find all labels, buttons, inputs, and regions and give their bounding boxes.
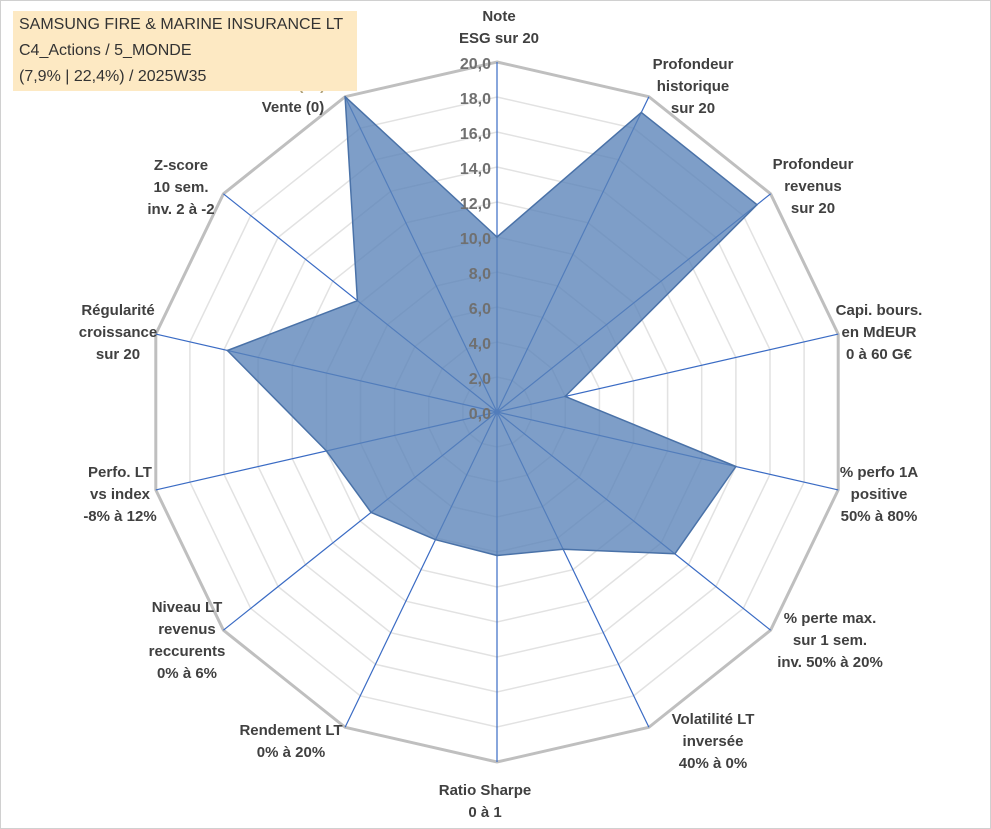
radial-tick-label: 0,0 (469, 406, 491, 423)
data-point (226, 349, 229, 352)
category-label: revenus (784, 178, 842, 195)
data-point (325, 450, 328, 452)
chart-subtitle-category: C4_Actions / 5_MONDE (19, 42, 192, 59)
category-label: historique (657, 78, 730, 95)
category-label: inv. 50% à 20% (777, 654, 883, 671)
category-label: Vente (0) (262, 99, 325, 116)
category-label: -8% à 12% (83, 508, 156, 525)
category-label: Profondeur (773, 156, 854, 173)
radial-tick-label: 8,0 (469, 266, 491, 283)
radial-tick-label: 4,0 (469, 336, 491, 353)
category-label: croissance (79, 324, 157, 341)
radial-tick-label: 16,0 (460, 126, 491, 143)
category-label: 0% à 6% (157, 665, 217, 682)
radial-tick-label: 10,0 (460, 231, 491, 248)
category-label: Note (482, 8, 515, 25)
data-point (564, 395, 566, 398)
data-point (756, 203, 758, 206)
category-label: Niveau LT (152, 599, 223, 616)
data-point (370, 511, 372, 514)
category-label: 0 à 1 (468, 804, 501, 821)
category-label: 40% à 0% (679, 755, 747, 772)
category-label: 10 sem. (153, 179, 208, 196)
category-label: inversée (683, 733, 744, 750)
category-label: % perfo 1A (840, 464, 919, 481)
data-point (562, 548, 564, 550)
data-point (356, 299, 359, 302)
series-area (226, 95, 758, 557)
category-label: Régularité (81, 302, 154, 319)
radial-tick-label: 20,0 (460, 56, 491, 73)
chart-title-box: SAMSUNG FIRE & MARINE INSURANCE LT C4_Ac… (13, 11, 357, 91)
data-point (735, 465, 737, 468)
category-label: sur 20 (791, 200, 835, 217)
chart-title: SAMSUNG FIRE & MARINE INSURANCE LT (19, 16, 344, 33)
category-label: sur 20 (671, 100, 715, 117)
category-label: sur 20 (96, 346, 140, 363)
data-point (640, 111, 643, 114)
radial-tick-label: 14,0 (460, 161, 491, 178)
category-label: vs index (90, 486, 151, 503)
radial-tick-label: 6,0 (469, 301, 491, 318)
category-label: ESG sur 20 (459, 30, 539, 47)
category-label: Perfo. LT (88, 464, 152, 481)
series-polygon (226, 95, 758, 557)
data-point (674, 553, 676, 555)
category-label: sur 1 sem. (793, 632, 867, 649)
category-label: % perte max. (784, 610, 877, 627)
radial-tick-label: 18,0 (460, 91, 491, 108)
radial-tick-label: 12,0 (460, 196, 491, 213)
category-label: positive (851, 486, 908, 503)
category-label: inv. 2 à -2 (147, 201, 214, 218)
data-point (344, 95, 346, 98)
data-point (496, 236, 498, 238)
category-label: en MdEUR (842, 324, 917, 341)
category-label: reccurents (149, 643, 226, 660)
category-label: 50% à 80% (841, 508, 918, 525)
category-label: 0 à 60 G€ (846, 346, 913, 363)
radial-tick-label: 2,0 (469, 371, 491, 388)
category-label: Capi. bours. (836, 302, 923, 319)
category-label: Ratio Sharpe (439, 782, 532, 799)
category-label: Rendement LT (239, 722, 342, 739)
radial-tick-labels: 0,0 2,0 4,0 6,0 8,0 10,0 12,0 14,0 16,0 18,0 20,0 (460, 56, 491, 423)
data-point (434, 538, 437, 541)
category-label: Profondeur (653, 56, 734, 73)
data-point (496, 554, 498, 557)
category-label: Z-score (154, 157, 208, 174)
category-label: Volatilité LT (672, 711, 755, 728)
chart-subtitle-stats: (7,9% | 22,4%) / 2025W35 (19, 68, 207, 85)
category-label: revenus (158, 621, 216, 638)
category-label: 0% à 20% (257, 744, 325, 761)
